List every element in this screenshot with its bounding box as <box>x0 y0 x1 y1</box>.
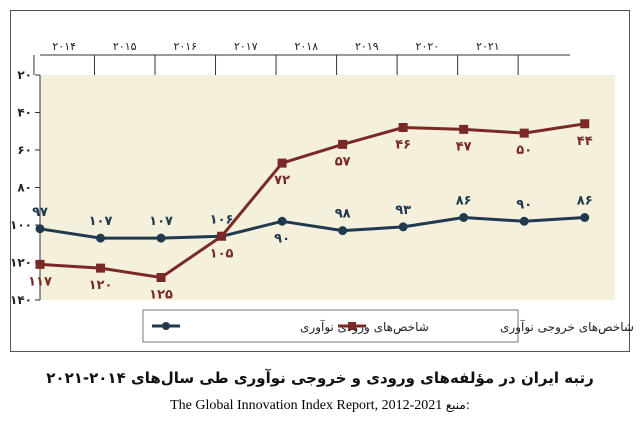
data-label-output: ۴۶ <box>395 138 411 153</box>
x-tick-label: ۲۰۱۶ <box>173 40 197 53</box>
data-label-input: ۱۰۶ <box>210 212 234 227</box>
series-line-output <box>39 122 585 279</box>
data-point-input <box>277 216 287 226</box>
data-point-output <box>459 124 469 134</box>
source-text: The Global Innovation Index Report, 2012… <box>170 398 443 413</box>
data-label-output: ۴۷ <box>456 139 472 154</box>
legend: شاخص‌های ورودی نوآوری شاخص‌های خروجی نوآ… <box>142 309 634 343</box>
data-label-input: ۱۰۷ <box>89 214 113 229</box>
data-label-input: ۹۰ <box>274 231 290 246</box>
x-tick-label: ۲۰۱۴ <box>52 40 76 53</box>
data-point-output <box>398 123 408 132</box>
y-tick-label: ۲۰ <box>17 68 32 82</box>
data-label-input: ۹۷ <box>32 205 48 220</box>
series: ۹۷ ۱۰۷ ۱۰۷ ۱۰۶ ۹۰ ۹۸ ۹۳ ۸۶ ۹۰ ۸۶ ۱۱۷ ۱۲۰ ۱۲۵ ۱۰۵ ۷۲ ۵۷ ۴… <box>28 119 593 303</box>
data-label-input: ۹۳ <box>395 203 411 218</box>
y-tick-label: ۸۰ <box>17 181 32 195</box>
x-tick-label: ۲۰۱۹ <box>355 40 379 53</box>
y-tick-label: ۱۴۰ <box>10 293 32 307</box>
data-point-input <box>338 226 348 236</box>
data-label-input: ۹۰ <box>516 197 532 212</box>
data-label-output: ۱۰۵ <box>210 246 234 261</box>
legend-marker-input <box>162 322 170 330</box>
data-point-input <box>398 222 408 232</box>
data-point-output <box>217 231 227 241</box>
legend-box <box>142 309 519 343</box>
x-tick-label: ۲۰۱۵ <box>113 40 137 53</box>
data-point-output <box>277 158 287 168</box>
data-point-output <box>580 119 590 129</box>
x-tick-label: ۲۰۱۸ <box>294 40 318 53</box>
legend-marker-output <box>348 322 356 330</box>
data-point-input <box>580 213 590 222</box>
data-point-input <box>96 233 106 243</box>
data-label-input: ۸۶ <box>456 194 472 209</box>
y-tick-label: ۱۰۰ <box>10 218 32 232</box>
data-label-input: ۱۰۷ <box>149 214 173 229</box>
gridlines <box>33 55 519 75</box>
y-tick-label: ۶۰ <box>17 143 32 157</box>
source-label: منبع: <box>445 398 470 412</box>
data-point-input <box>156 233 166 243</box>
plot-area <box>40 75 615 300</box>
chart: ۲۰۱۴ ۲۰۱۵ ۲۰۱۶ ۲۰۱۷ ۲۰۱۸ ۲۰۱۹ ۲۰۲۰ ۲۰۲۱ ۲۰ ۴۰ ۶۰ ۸۰… <box>10 10 634 352</box>
data-label-output: ۵۰ <box>516 143 532 158</box>
data-label-output: ۴۴ <box>577 134 593 149</box>
data-label-output: ۵۷ <box>335 154 351 169</box>
legend-label-output: شاخص‌های خروجی نوآوری <box>500 319 634 335</box>
data-label-output: ۱۱۷ <box>28 274 52 289</box>
y-tick-label: ۴۰ <box>17 106 32 120</box>
data-label-output: ۱۲۰ <box>89 278 113 293</box>
data-point-output <box>156 273 166 282</box>
x-tick-label: ۲۰۲۱ <box>476 40 500 53</box>
data-label-input: ۹۸ <box>335 207 351 222</box>
data-point-output <box>519 128 529 138</box>
data-point-output <box>96 263 106 273</box>
axes: ۲۰۱۴ ۲۰۱۵ ۲۰۱۶ ۲۰۱۷ ۲۰۱۸ ۲۰۱۹ ۲۰۲۰ ۲۰۲۱ ۲۰ ۴۰ ۶۰ ۸۰… <box>10 40 570 307</box>
x-tick-label: ۲۰۱۷ <box>234 40 258 53</box>
data-label-output: ۷۲ <box>274 173 290 188</box>
figure-caption: رتبه ایران در مؤلفه‌های ورودی و خروجی نو… <box>46 369 594 387</box>
data-label-output: ۱۲۵ <box>149 288 173 303</box>
data-point-output <box>35 259 45 269</box>
y-tick-label: ۱۲۰ <box>10 256 32 270</box>
source-line: The Global Innovation Index Report, 2012… <box>0 398 640 414</box>
data-point-input <box>35 224 45 234</box>
data-point-input <box>459 213 469 222</box>
data-label-input: ۸۶ <box>577 194 593 209</box>
data-point-input <box>519 216 529 226</box>
series-line-input <box>39 216 585 240</box>
x-tick-label: ۲۰۲۰ <box>416 40 440 53</box>
data-point-output <box>338 139 348 149</box>
